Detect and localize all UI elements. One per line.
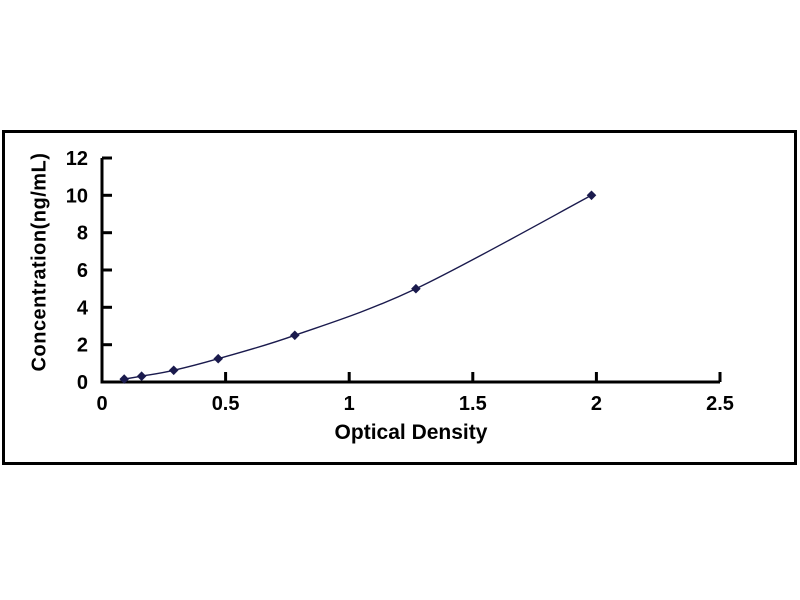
y-tick-label: 10 bbox=[66, 185, 88, 207]
y-tick-label: 4 bbox=[77, 297, 89, 319]
y-tick-label: 8 bbox=[77, 223, 88, 245]
x-tick-label: 1 bbox=[344, 393, 355, 415]
x-tick-label: 2.5 bbox=[706, 393, 734, 415]
standard-curve-line bbox=[124, 194, 592, 380]
y-tick-label: 6 bbox=[77, 260, 88, 282]
x-axis-title: Optical Density bbox=[334, 421, 488, 444]
x-tick-label: 0 bbox=[96, 393, 107, 415]
y-tick-label: 2 bbox=[77, 335, 88, 357]
y-tick-label: 0 bbox=[77, 372, 88, 394]
data-point-marker bbox=[586, 190, 597, 201]
x-tick-label: 1.5 bbox=[459, 393, 487, 415]
plot-area: 0 0.5 1 1.5 2 2.5 0 2 4 6 8 10 12 Concentration(ng/m… bbox=[5, 133, 794, 462]
data-point-marker bbox=[119, 374, 129, 384]
x-tick-label: 2 bbox=[591, 393, 602, 415]
plot-frame: 0 0.5 1 1.5 2 2.5 0 2 4 6 8 10 12 Concentration(ng/m… bbox=[2, 130, 797, 465]
data-point-marker bbox=[411, 283, 421, 294]
y-axis-title: Concentration(ng/mL) bbox=[28, 152, 51, 372]
standard-curve-chart: 0 0.5 1 1.5 2 2.5 0 2 4 6 8 10 12 bbox=[66, 148, 734, 415]
data-point-marker bbox=[136, 371, 147, 381]
data-point-marker bbox=[290, 330, 300, 341]
x-tick-label: 0.5 bbox=[212, 393, 240, 415]
data-point-marker bbox=[213, 353, 223, 364]
data-point-marker bbox=[168, 365, 179, 376]
y-tick-label: 12 bbox=[66, 148, 88, 170]
